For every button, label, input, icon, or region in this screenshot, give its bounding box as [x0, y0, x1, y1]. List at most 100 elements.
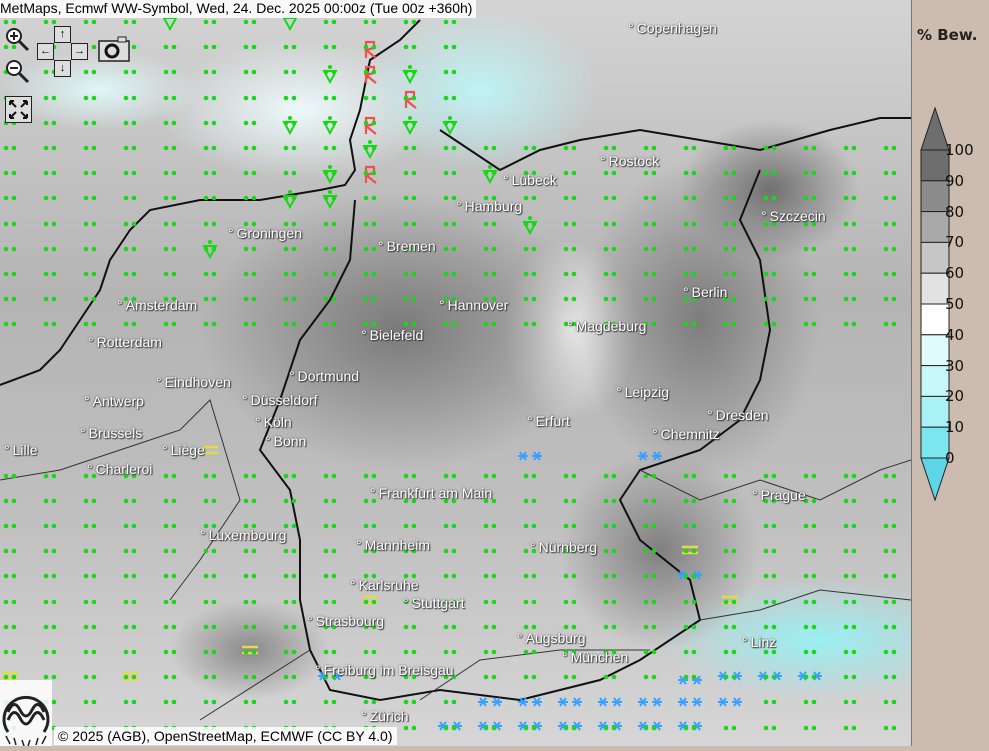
drizzle-symbol — [723, 624, 737, 630]
drizzle-symbol — [363, 19, 377, 25]
drizzle-symbol — [523, 271, 537, 277]
drizzle-symbol — [643, 649, 657, 655]
drizzle-symbol — [83, 498, 97, 504]
drizzle-symbol — [403, 195, 417, 201]
snow-symbol — [678, 697, 702, 707]
drizzle-symbol — [803, 321, 817, 327]
drizzle-symbol — [723, 674, 737, 680]
drizzle-symbol — [283, 120, 297, 126]
drizzle-symbol — [763, 725, 777, 731]
drizzle-symbol — [123, 321, 137, 327]
pan-right-button[interactable]: → — [71, 43, 88, 60]
snow-symbol — [758, 671, 782, 681]
city-label: Leipzig — [616, 384, 669, 400]
drizzle-symbol — [163, 44, 177, 50]
drizzle-symbol — [203, 120, 217, 126]
drizzle-symbol — [43, 120, 57, 126]
city-label: Luxembourg — [200, 527, 287, 543]
drizzle-symbol — [763, 624, 777, 630]
city-label: Düsseldorf — [242, 392, 318, 408]
drizzle-symbol — [3, 195, 17, 201]
drizzle-symbol — [723, 321, 737, 327]
city-label: Magdeburg — [567, 318, 647, 334]
snow-symbol — [638, 721, 662, 731]
map-title: MetMaps, Ecmwf WW-Symbol, Wed, 24. Dec. … — [0, 0, 477, 18]
pan-left-button[interactable]: ← — [37, 43, 54, 60]
drizzle-symbol — [883, 321, 897, 327]
drizzle-symbol — [283, 296, 297, 302]
drizzle-symbol — [843, 649, 857, 655]
city-label: Lille — [4, 442, 38, 458]
drizzle-symbol — [443, 246, 457, 252]
drizzle-symbol — [163, 195, 177, 201]
city-label: Stuttgart — [403, 595, 465, 611]
drizzle-symbol — [643, 573, 657, 579]
drizzle-symbol — [203, 145, 217, 151]
drizzle-symbol — [283, 548, 297, 554]
drizzle-symbol — [443, 649, 457, 655]
weather-map[interactable]: Copenhagen Rostock Lübeck Hamburg Szczec… — [0, 0, 911, 746]
drizzle-symbol — [883, 599, 897, 605]
drizzle-symbol — [163, 145, 177, 151]
drizzle-symbol — [643, 170, 657, 176]
drizzle-symbol — [363, 473, 377, 479]
showers-symbol — [322, 116, 338, 136]
drizzle-symbol — [123, 548, 137, 554]
drizzle-symbol — [83, 573, 97, 579]
drizzle-symbol — [443, 19, 457, 25]
legend-swatch — [920, 149, 950, 182]
drizzle-symbol — [363, 221, 377, 227]
snow-symbol — [718, 671, 742, 681]
drizzle-symbol — [363, 321, 377, 327]
zoom-in-icon[interactable] — [4, 26, 30, 52]
drizzle-symbol — [723, 573, 737, 579]
drizzle-symbol — [843, 170, 857, 176]
drizzle-symbol — [283, 649, 297, 655]
drizzle-symbol — [323, 95, 337, 101]
city-label: Strasbourg — [307, 613, 384, 629]
drizzle-symbol — [83, 69, 97, 75]
drizzle-symbol — [843, 674, 857, 680]
drizzle-symbol — [163, 69, 177, 75]
drizzle-symbol — [803, 523, 817, 529]
city-label: Szczecin — [761, 208, 826, 224]
zoom-out-icon[interactable] — [4, 58, 30, 84]
drizzle-symbol — [43, 624, 57, 630]
drizzle-symbol — [43, 548, 57, 554]
snow-symbol — [478, 721, 502, 731]
drizzle-symbol — [603, 725, 617, 731]
drizzle-symbol — [403, 170, 417, 176]
drizzle-symbol — [723, 195, 737, 201]
city-label: Prague — [752, 487, 806, 503]
drizzle-symbol — [283, 674, 297, 680]
drizzle-symbol — [323, 523, 337, 529]
drizzle-symbol — [283, 44, 297, 50]
drizzle-symbol — [283, 69, 297, 75]
drizzle-symbol — [683, 195, 697, 201]
drizzle-symbol — [83, 221, 97, 227]
drizzle-symbol — [3, 573, 17, 579]
drizzle-symbol — [163, 699, 177, 705]
drizzle-symbol — [43, 95, 57, 101]
drizzle-symbol — [763, 170, 777, 176]
drizzle-symbol — [363, 170, 377, 176]
drizzle-symbol — [603, 145, 617, 151]
drizzle-symbol — [323, 473, 337, 479]
drizzle-symbol — [83, 649, 97, 655]
legend-level-label: 20 — [945, 387, 965, 406]
drizzle-symbol — [323, 221, 337, 227]
city-label: Berlin — [683, 284, 728, 300]
pan-down-button[interactable]: ↓ — [54, 60, 71, 77]
city-label: Bielefeld — [361, 327, 424, 343]
camera-icon[interactable] — [98, 36, 130, 62]
drizzle-symbol — [123, 523, 137, 529]
drizzle-symbol — [603, 599, 617, 605]
drizzle-symbol — [283, 473, 297, 479]
drizzle-symbol — [443, 473, 457, 479]
drizzle-symbol — [363, 69, 377, 75]
legend-swatch — [920, 180, 950, 213]
drizzle-symbol — [163, 523, 177, 529]
metmaps-logo — [0, 680, 52, 747]
pan-up-button[interactable]: ↑ — [54, 26, 71, 43]
fullscreen-icon[interactable] — [5, 96, 32, 123]
